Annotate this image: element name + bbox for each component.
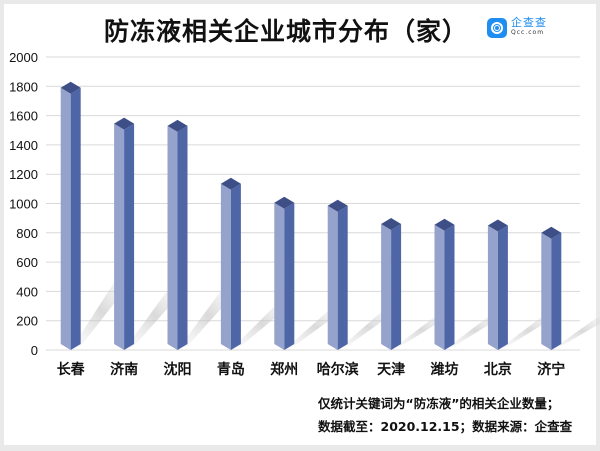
bar-北京 — [487, 219, 508, 350]
footnote-scope: 仅统计关键词为“防冻液”的相关企业数量； — [318, 396, 560, 411]
x-tick-label: 北京 — [484, 361, 512, 378]
bar-天津 — [381, 218, 402, 350]
footnote-source: 数据截至：2020.12.15；数据来源：企查查 — [318, 419, 573, 434]
x-axis-labels: 长春 济南 沈阳 青岛 郑州 哈尔滨 天津 潍坊 北京 济宁 — [57, 361, 566, 378]
y-tick-label: 600 — [16, 255, 38, 270]
bar-沈阳 — [167, 119, 188, 350]
y-tick-label: 200 — [16, 314, 38, 329]
y-tick-label: 1600 — [9, 109, 38, 124]
y-axis-labels: 0 200 400 600 800 1000 1200 1400 1600 1800 2000 — [9, 50, 38, 358]
y-tick-label: 2000 — [9, 50, 38, 65]
chart-title: 防冻液相关企业城市分布（家） — [103, 17, 468, 46]
bar-哈尔滨 — [327, 199, 348, 350]
y-tick-label: 0 — [31, 343, 38, 358]
bars — [60, 81, 562, 350]
x-tick-label: 长春 — [57, 361, 86, 378]
x-tick-label: 济宁 — [537, 361, 565, 378]
x-tick-label: 潍坊 — [431, 361, 459, 378]
y-tick-label: 1000 — [9, 197, 38, 212]
bar-shadow — [551, 317, 600, 350]
logo-domain: Qcc.com — [511, 29, 545, 36]
x-tick-label: 哈尔滨 — [317, 361, 359, 378]
y-tick-label: 1400 — [9, 138, 38, 153]
bar-潍坊 — [434, 218, 455, 350]
y-tick-label: 1200 — [9, 167, 38, 182]
x-tick-label: 郑州 — [270, 361, 298, 378]
qcc-logo-icon — [487, 18, 507, 38]
bar-济南 — [114, 117, 135, 350]
bar-青岛 — [220, 177, 241, 350]
y-tick-label: 1800 — [9, 79, 38, 94]
bar-郑州 — [274, 196, 295, 350]
x-tick-label: 青岛 — [217, 361, 245, 378]
logo-name: 企查查 — [511, 16, 547, 29]
bar-济宁 — [541, 226, 562, 350]
x-tick-label: 济南 — [110, 361, 138, 378]
bar-长春 — [60, 81, 81, 350]
y-tick-label: 800 — [16, 226, 38, 241]
x-tick-label: 天津 — [377, 361, 405, 378]
qcc-logo: 企查查 Qcc.com — [487, 16, 547, 38]
y-tick-label: 400 — [16, 284, 38, 299]
x-tick-label: 沈阳 — [164, 361, 192, 378]
